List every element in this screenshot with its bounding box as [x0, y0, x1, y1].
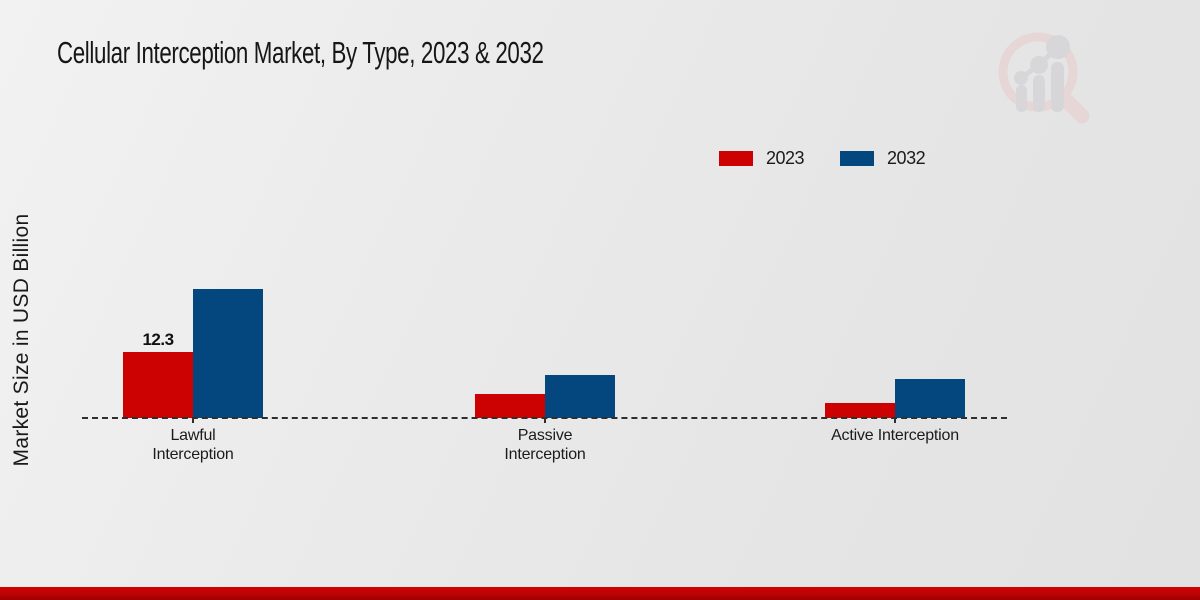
legend-label-2023: 2023: [766, 148, 805, 168]
legend-item-2032: 2032: [840, 148, 926, 169]
bar-2023-passive-interception: [475, 394, 545, 418]
legend: 2023 2032: [719, 148, 926, 169]
bar-2032-passive-interception: [545, 375, 615, 418]
bar-data-label-2023-lawful-interception: 12.3: [142, 330, 174, 349]
category-label-lawful-interception: Lawful Interception: [152, 427, 234, 463]
x-axis-tick-active-interception: [894, 418, 896, 423]
x-axis-baseline: [82, 417, 1007, 419]
bar-2023-active-interception: [825, 403, 895, 418]
x-axis-tick-lawful-interception: [192, 418, 194, 423]
x-axis-tick-passive-interception: [544, 418, 546, 423]
legend-swatch-2032: [840, 151, 875, 166]
bar-2032-active-interception: [895, 379, 965, 418]
category-label-passive-interception: Passive Interception: [504, 427, 586, 463]
chart-title: Cellular Interception Market, By Type, 2…: [57, 35, 544, 70]
market-research-future-logo-icon: [998, 32, 1090, 124]
bar-2023-lawful-interception: [123, 352, 193, 418]
legend-swatch-2023: [719, 151, 753, 166]
legend-item-2023: 2023: [719, 148, 805, 169]
category-label-active-interception: Active Interception: [831, 427, 959, 444]
footer-accent-bar: [0, 587, 1200, 600]
bar-2032-lawful-interception: [193, 289, 263, 418]
legend-label-2032: 2032: [887, 148, 926, 168]
